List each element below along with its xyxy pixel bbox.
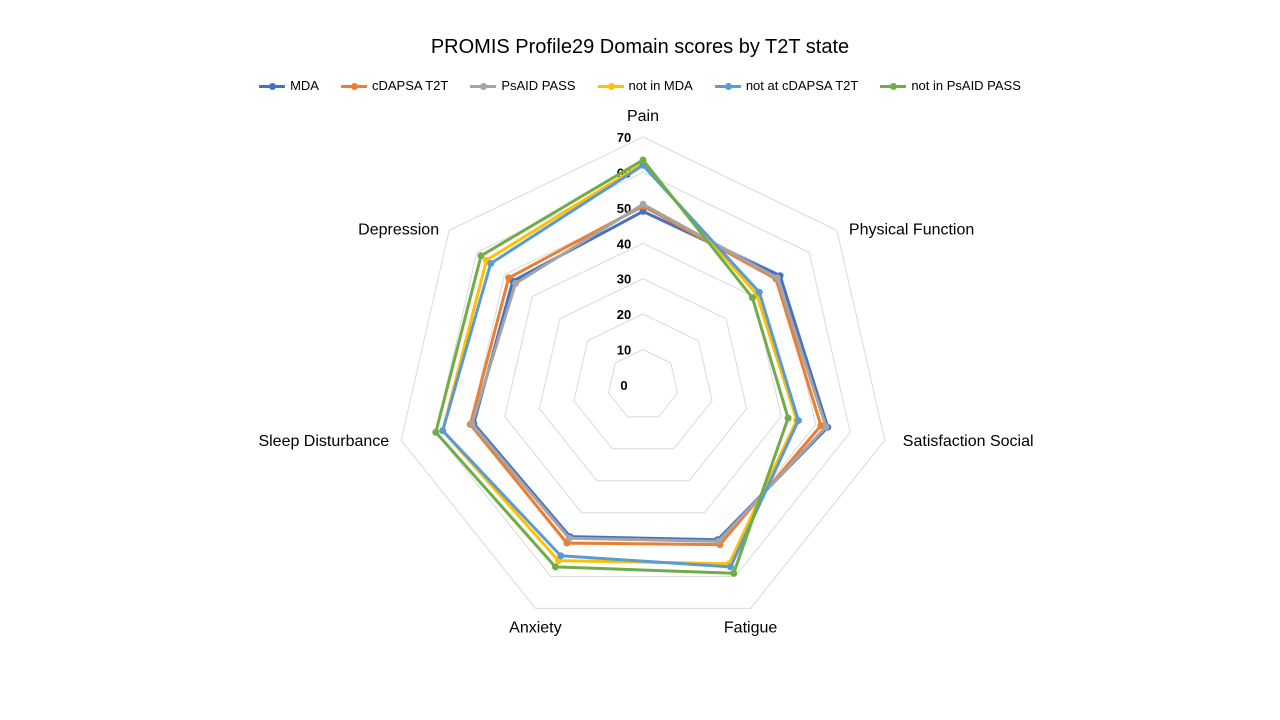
legend-label: PsAID PASS	[501, 78, 576, 93]
series-line	[468, 204, 823, 547]
grid-ring	[573, 313, 713, 450]
series-line	[441, 163, 800, 569]
legend-swatch	[714, 81, 741, 91]
series-point	[748, 294, 756, 302]
series-point	[639, 156, 647, 164]
series-point	[822, 423, 830, 431]
tick-label: 0	[620, 378, 627, 393]
legend-swatch	[880, 81, 907, 91]
series-point	[432, 428, 440, 436]
tick-label: 10	[617, 343, 631, 358]
legend-swatch	[340, 81, 367, 91]
series-line	[434, 158, 790, 575]
axis-label: Satisfaction Social	[903, 433, 1034, 450]
axis-label: Fatigue	[724, 619, 777, 636]
axis-label: Pain	[627, 108, 659, 125]
series-point	[477, 252, 485, 260]
axis-label: Anxiety	[509, 619, 561, 636]
tick-label: 20	[617, 307, 631, 322]
series-point	[565, 534, 573, 542]
legend-swatch	[597, 81, 624, 91]
chart-title: PROMIS Profile29 Domain scores by T2T st…	[430, 36, 850, 58]
legend-swatch	[470, 81, 497, 91]
legend-label: MDA	[290, 78, 319, 93]
grid-ring	[400, 136, 886, 609]
tick-label: 40	[617, 236, 631, 251]
tick-label: 30	[617, 272, 631, 287]
legend-label: not in MDA	[628, 78, 693, 93]
series-point	[551, 563, 559, 571]
series-point	[439, 427, 447, 435]
grid-ring	[538, 278, 748, 482]
axis-label: Sleep Disturbance	[258, 433, 389, 450]
series-point	[755, 288, 763, 296]
axis-label: Physical Function	[849, 221, 974, 238]
series-point	[557, 552, 565, 560]
axis-label: Depression	[358, 221, 439, 238]
legend-item: PsAID PASS	[470, 78, 576, 93]
legend-item: not at cDAPSA T2T	[714, 78, 859, 93]
series-point	[714, 537, 722, 545]
series-point	[773, 274, 781, 282]
legend-item: not in MDA	[597, 78, 693, 93]
tick-label: 70	[617, 130, 631, 145]
series-point	[639, 207, 647, 215]
legend-item: MDA	[259, 78, 319, 93]
series-point	[730, 569, 738, 577]
grid-ring	[607, 349, 679, 418]
legend-label: not at cDAPSA T2T	[745, 78, 859, 93]
legend: MDA cDAPSA T2T PsAID PASS not in MDA not at …	[0, 78, 1280, 93]
grid-ring	[435, 171, 851, 577]
legend-item: not in PsAID PASS	[880, 78, 1021, 93]
legend-label: cDAPSA T2T	[371, 78, 449, 93]
series-line	[470, 202, 828, 543]
legend-label: not in PsAID PASS	[911, 78, 1021, 93]
series-point	[784, 414, 792, 422]
series-point	[512, 279, 520, 287]
legend-swatch	[259, 81, 286, 91]
series-point	[727, 563, 735, 571]
series-line	[472, 209, 830, 542]
series-point	[505, 274, 513, 282]
series-point	[794, 417, 802, 424]
series-point	[487, 260, 495, 267]
series-point	[468, 420, 476, 428]
series-point	[639, 200, 647, 208]
legend-item: cDAPSA T2T	[340, 78, 449, 93]
